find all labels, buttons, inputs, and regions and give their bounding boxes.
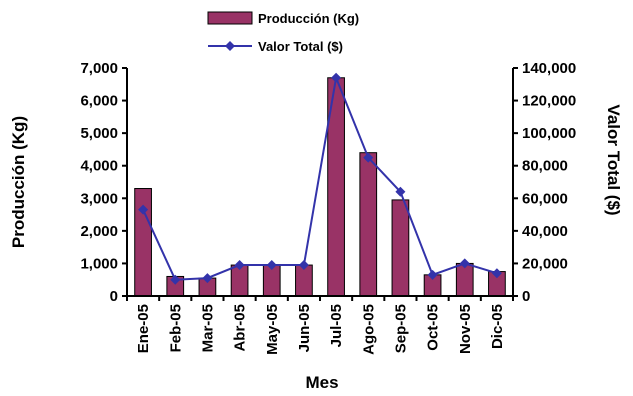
- axes: [126, 68, 514, 297]
- point-Jun-05: [298, 260, 309, 271]
- x-tick-label: May-05: [264, 304, 281, 355]
- y-axis-title: Producción (Kg): [9, 116, 28, 248]
- left-tick-label: 0: [110, 288, 118, 305]
- bar-Ene-05: [134, 188, 152, 297]
- right-axis-ticks: 0 20,000 40,000 60,000 80,000 100,000 120,000 1…: [513, 60, 576, 305]
- bar-Ago-05: [359, 152, 378, 297]
- x-tick-label: Jul-05: [328, 304, 345, 347]
- point-Ago-05: [363, 152, 374, 163]
- left-tick-label: 1,000: [80, 255, 118, 272]
- right-tick-label: 60,000: [522, 190, 568, 207]
- x-axis-ticks: Ene-05 Feb-05 Mar-05 Abr-05 May-05 Jun-05 Jul-…: [126, 296, 514, 355]
- point-Mar-05: [202, 273, 213, 284]
- x-tick-label: Oct-05: [425, 304, 442, 351]
- bar-Sep-05: [391, 199, 410, 297]
- value-line: [142, 74, 498, 281]
- x-tick-label: Mar-05: [199, 304, 216, 352]
- legend-marker-value: [225, 41, 235, 51]
- plot-area: 0 1,000 2,000 3,000 4,000 5,000 6,000 7,000 0 20…: [80, 60, 576, 355]
- point-Nov-05: [459, 258, 470, 269]
- right-tick-label: 0: [522, 288, 530, 305]
- point-Sep-05: [395, 186, 406, 197]
- right-tick-label: 140,000: [522, 60, 576, 77]
- point-Jul-05: [331, 72, 342, 83]
- legend: Producción (Kg) Valor Total ($): [207, 11, 359, 54]
- right-tick-label: 40,000: [522, 223, 568, 240]
- right-tick-label: 120,000: [522, 93, 576, 110]
- y2-axis-title: Valor Total ($): [604, 104, 623, 215]
- point-May-05: [266, 260, 277, 271]
- x-axis-title: Mes: [305, 373, 338, 392]
- left-tick-label: 3,000: [80, 190, 118, 207]
- left-tick-label: 7,000: [80, 60, 118, 77]
- x-tick-label: Nov-05: [457, 304, 474, 354]
- point-Dic-05: [491, 268, 502, 279]
- left-axis-ticks: 0 1,000 2,000 3,000 4,000 5,000 6,000 7,000: [80, 60, 127, 305]
- bar-series: [134, 77, 506, 297]
- left-tick-label: 6,000: [80, 93, 118, 110]
- right-tick-label: 20,000: [522, 255, 568, 272]
- left-tick-label: 5,000: [80, 125, 118, 142]
- point-Feb-05: [170, 274, 181, 285]
- point-Ene-05: [138, 204, 149, 215]
- line-series: [138, 72, 502, 285]
- legend-swatch-production: [207, 11, 253, 25]
- x-tick-label: Feb-05: [167, 304, 184, 352]
- point-Abr-05: [234, 260, 245, 271]
- right-tick-label: 80,000: [522, 158, 568, 175]
- left-tick-label: 4,000: [80, 158, 118, 175]
- point-Oct-05: [427, 269, 438, 280]
- x-tick-label: Ene-05: [135, 304, 152, 353]
- x-tick-label: Abr-05: [232, 304, 249, 352]
- legend-label-production: Producción (Kg): [258, 11, 359, 26]
- legend-label-value: Valor Total ($): [258, 39, 343, 54]
- right-tick-label: 100,000: [522, 125, 576, 142]
- left-tick-label: 2,000: [80, 223, 118, 240]
- x-tick-label: Sep-05: [392, 304, 409, 353]
- x-tick-label: Jun-05: [296, 304, 313, 352]
- x-tick-label: Ago-05: [360, 304, 377, 355]
- x-tick-label: Dic-05: [489, 304, 506, 349]
